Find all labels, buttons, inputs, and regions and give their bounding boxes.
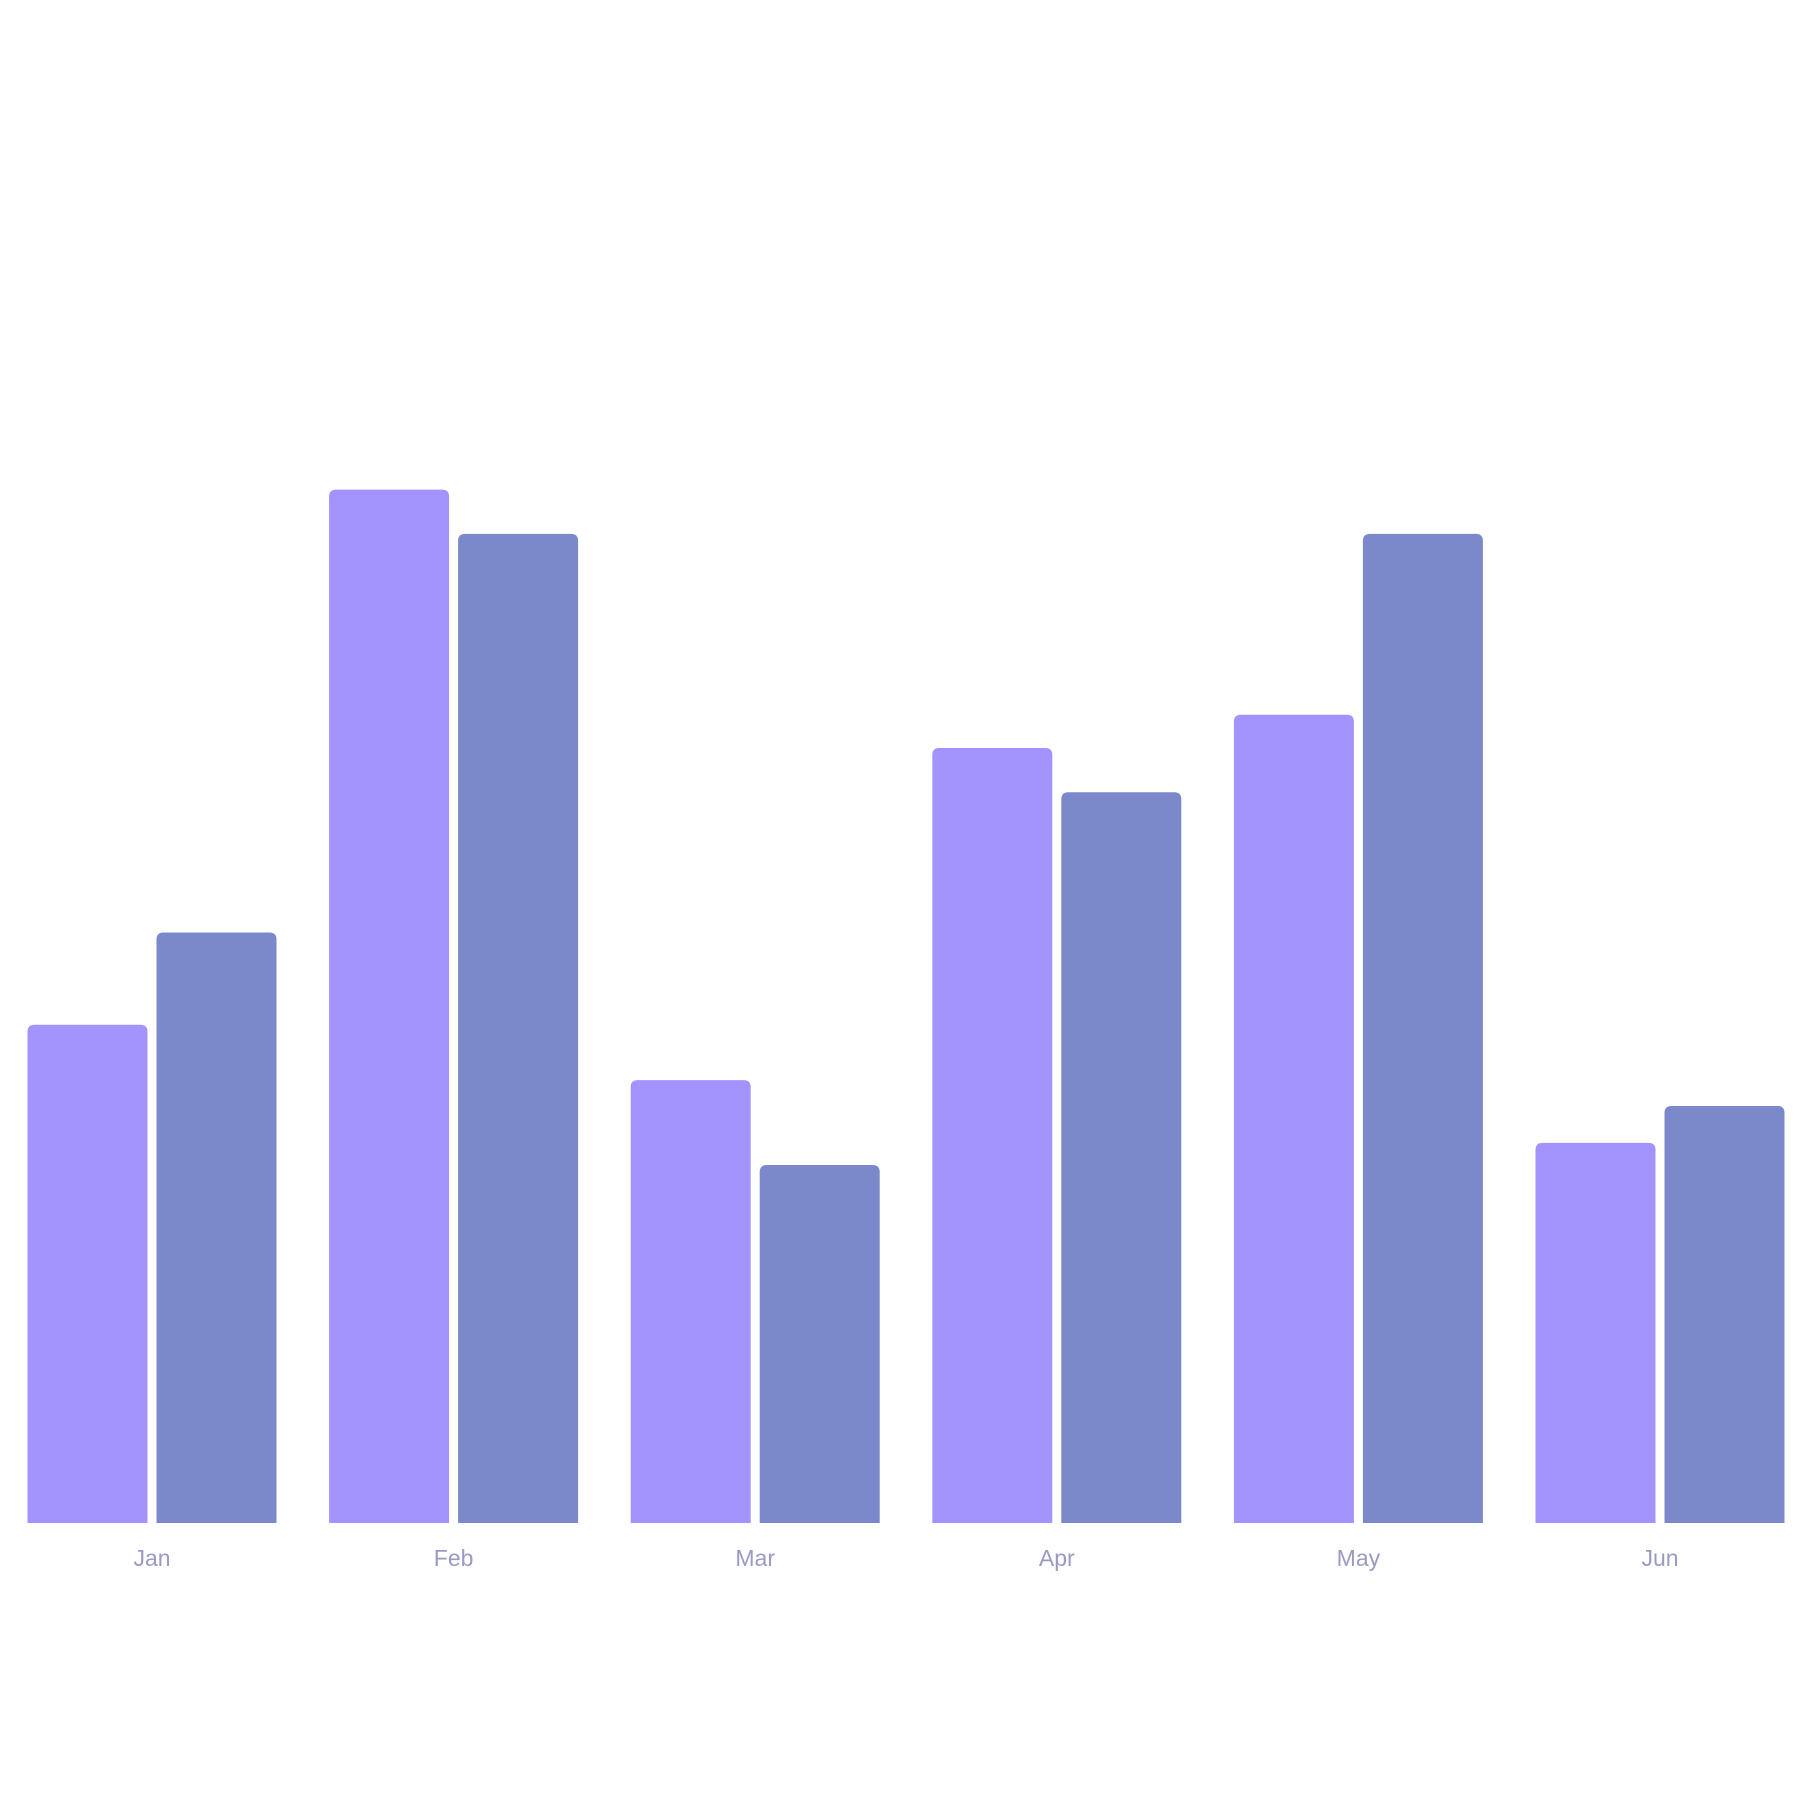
x-tick-label: Apr: [1039, 1545, 1075, 1571]
x-tick-label: May: [1337, 1545, 1381, 1571]
bar: [1535, 1142, 1656, 1523]
bar: [1061, 792, 1182, 1523]
x-tick-label: Feb: [434, 1545, 474, 1571]
bar: [1362, 533, 1483, 1523]
bar: [156, 932, 277, 1523]
bar: [27, 1024, 148, 1523]
bar: [329, 489, 450, 1523]
bar: [1233, 714, 1354, 1523]
x-tick-label: Jan: [133, 1545, 170, 1571]
bar: [630, 1080, 751, 1523]
x-tick-label: Mar: [735, 1545, 775, 1571]
bar: [458, 533, 579, 1523]
bar: [1664, 1105, 1785, 1523]
bar: [932, 747, 1053, 1523]
x-tick-label: Jun: [1641, 1545, 1678, 1571]
bar: [759, 1165, 880, 1523]
